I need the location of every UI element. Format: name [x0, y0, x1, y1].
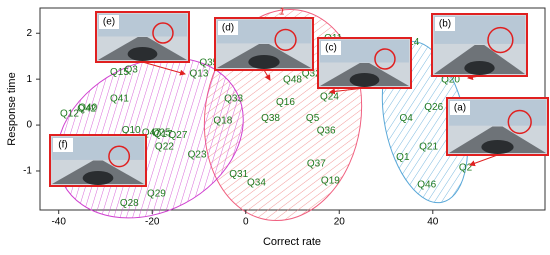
y-tick-label: 2 [26, 28, 32, 39]
point-label: Q18 [213, 116, 232, 127]
inset-highlight [374, 48, 396, 70]
point-label: Q3 [125, 65, 139, 76]
point-label: Q23 [188, 150, 207, 161]
point-label: Q17 [154, 129, 173, 140]
point-label: Q47 [142, 128, 161, 139]
point-label: Q24 [320, 92, 339, 103]
inset-dash [127, 47, 158, 61]
inset-label: (e) [103, 17, 115, 28]
point-label: Q41 [110, 94, 129, 105]
inset-label-bg [53, 138, 73, 152]
inset-arrow [142, 61, 186, 76]
inset-label: (f) [58, 140, 67, 151]
inset-sky [52, 137, 144, 160]
y-tick-label: -1 [23, 166, 32, 177]
point-label: Q26 [424, 102, 443, 113]
point-label: Q13 [190, 69, 209, 80]
inset-label-bg [435, 17, 455, 31]
annotation: 1 [279, 7, 285, 18]
point-label: Q28 [120, 198, 139, 209]
point-label: Q4 [399, 113, 413, 124]
inset-arrow [469, 154, 498, 167]
point-label: Q21 [419, 142, 438, 153]
point-label: Q16 [276, 97, 295, 108]
x-tick-label: 40 [427, 217, 439, 228]
y-tick-label: 0 [26, 120, 32, 131]
y-axis-label: Response time [6, 72, 18, 145]
point-label: Q25 [152, 128, 171, 139]
inset-highlight [108, 145, 131, 168]
point-label: Q33 [224, 94, 243, 105]
point-label: Q42 [77, 104, 96, 115]
point-label: Q38 [261, 113, 280, 124]
inset-sky [320, 40, 409, 63]
point-label: Q1 [396, 152, 410, 163]
point-label: Q31 [229, 169, 248, 180]
insets: (a) (b) (c) (d) (e) (f) [49, 11, 549, 187]
inset-label: (b) [439, 19, 451, 30]
point-label: Q12 [60, 109, 79, 120]
inset-arrow [263, 69, 271, 81]
inset-road [434, 45, 525, 74]
inset-label-bg [321, 41, 341, 55]
inset-label-bg [218, 21, 238, 35]
inset-road [449, 126, 546, 153]
inset-label-bg [99, 15, 119, 29]
inset-highlight [487, 26, 514, 54]
point-label: Q10 [122, 125, 141, 136]
inset-sky [98, 14, 187, 37]
inset-highlight [152, 22, 174, 44]
inset-label-bg [450, 101, 470, 115]
inset-dash [82, 171, 114, 185]
y-tick-label: 1 [26, 74, 32, 85]
point-label: Q48 [283, 75, 302, 86]
inset-dash [481, 140, 514, 154]
x-axis-label: Correct rate [263, 236, 321, 248]
inset-label: (c) [325, 43, 337, 54]
x-tick-label: -40 [51, 217, 66, 228]
point-label: Q32 [302, 69, 321, 80]
inset-highlight [507, 109, 532, 135]
point-label: Q22 [155, 142, 174, 153]
inset-highlight [274, 28, 297, 51]
point-label: Q5 [306, 113, 320, 124]
inset-dash [248, 55, 280, 69]
point-label: Q29 [147, 189, 166, 200]
inset-label: (a) [454, 103, 466, 114]
x-tick-label: 20 [334, 217, 346, 228]
point-label: Q2 [459, 162, 473, 173]
point-label: Q20 [441, 75, 460, 86]
point-label: Q15 [110, 67, 129, 78]
x-tick-label: -20 [145, 217, 160, 228]
point-label: Q35 [199, 58, 218, 69]
point-label: Q34 [247, 178, 266, 189]
point-label: Q27 [168, 130, 187, 141]
point-label: Q40 [78, 103, 97, 114]
inset-dash [349, 73, 380, 87]
inset-sky [217, 20, 311, 44]
point-label: Q36 [317, 126, 336, 137]
inset-dash [464, 61, 495, 75]
inset-label: (d) [222, 23, 234, 34]
x-tick-label: 0 [243, 217, 249, 228]
point-label: Q19 [321, 176, 340, 187]
point-label: Q46 [417, 179, 436, 190]
point-label: Q37 [307, 159, 326, 170]
